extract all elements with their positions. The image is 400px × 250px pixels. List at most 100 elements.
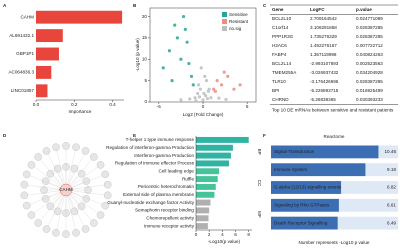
category-label: Regulation of interferon-gamma Productio… <box>106 145 194 150</box>
point <box>226 74 230 78</box>
panel-letter: F <box>263 133 266 138</box>
point <box>173 23 177 27</box>
value-label: 10.46 <box>385 149 397 154</box>
node <box>53 207 62 216</box>
x-axis-label: -Log10(p value) <box>208 239 241 244</box>
node <box>90 219 98 227</box>
value-label: 6.61 <box>387 203 396 208</box>
point <box>199 66 203 70</box>
table-cell: 0.024771089 <box>356 16 383 21</box>
center-node <box>59 183 73 197</box>
node <box>82 195 91 203</box>
edge <box>65 189 108 196</box>
point <box>201 98 205 102</box>
node <box>82 177 91 185</box>
table-cell: 0.028387285 <box>356 34 383 39</box>
table-cell: PPP1R3G <box>272 34 294 39</box>
table-cell: TMEM255A <box>272 70 297 75</box>
point <box>187 61 191 66</box>
point <box>179 98 183 102</box>
table-cell: -3.026937432 <box>310 70 339 75</box>
panel-letter: A <box>3 3 7 8</box>
table-cell: 1.492276167 <box>310 43 337 48</box>
category-label: Immune System <box>274 167 307 172</box>
point <box>196 91 200 96</box>
bar <box>271 198 339 212</box>
point <box>197 95 202 99</box>
edge <box>65 150 86 191</box>
value-label: 6.82 <box>387 185 396 190</box>
edge <box>55 147 67 191</box>
legend-swatch <box>222 12 227 17</box>
bar <box>271 163 366 177</box>
legend-label: Sensitive <box>229 12 248 17</box>
node <box>70 164 79 173</box>
column-header: p.value <box>356 7 372 12</box>
table-cell: 0.034204928 <box>356 70 383 75</box>
category-label: Guanyl-nucleotide exchange factor Activi… <box>107 200 194 205</box>
x-axis-label: Log2 (Fold Change) <box>183 112 224 117</box>
table-cell: FABP4 <box>272 52 287 57</box>
point <box>204 79 209 83</box>
category-label: AC064836.3 <box>8 70 34 75</box>
edge <box>65 189 106 206</box>
node <box>96 211 105 219</box>
node <box>27 161 36 169</box>
category-label: Immune receptor activity <box>144 223 195 228</box>
panel-letter: B <box>133 3 137 8</box>
point <box>203 74 207 78</box>
bar <box>36 29 63 43</box>
edge <box>24 184 67 191</box>
table-cell: 3.106291858 <box>310 25 337 30</box>
x-tick-label: 8 <box>247 232 250 237</box>
edge <box>65 189 86 230</box>
edge <box>26 174 67 191</box>
x-tick-label: 0.0 <box>33 102 40 107</box>
bar <box>196 191 215 198</box>
bar <box>196 136 249 143</box>
bar <box>36 84 48 98</box>
node <box>72 143 80 151</box>
table-cell: 0.002523563 <box>356 61 383 66</box>
bar <box>196 152 231 159</box>
edge <box>31 164 67 191</box>
table-cell: TLR10 <box>272 79 286 84</box>
node <box>53 164 62 173</box>
bar <box>36 47 59 61</box>
point <box>217 96 221 100</box>
edge <box>65 174 106 191</box>
node <box>96 161 105 169</box>
bar <box>196 183 216 190</box>
category-label: T-helper 1 type immune response <box>126 137 195 142</box>
y-tick-label: 10 <box>142 56 148 61</box>
node <box>90 153 98 161</box>
x-tick-label: 0 <box>202 104 205 109</box>
caption: Number represents -Log10 p value <box>299 240 370 245</box>
edge <box>65 184 108 191</box>
table-cell: -2.993107893 <box>310 61 339 66</box>
bar <box>196 168 220 175</box>
node <box>81 225 90 233</box>
table-cell: BCL2L10 <box>272 16 292 21</box>
node <box>41 195 50 203</box>
x-tick-label: 0 <box>195 232 198 237</box>
category-label: Interferon-gamma Production <box>134 153 194 158</box>
edge <box>31 189 67 216</box>
category-label: Death Receptor Signalling <box>274 220 328 225</box>
point <box>188 97 192 101</box>
point <box>215 79 219 83</box>
node <box>62 230 70 238</box>
category-label: LINC01857 <box>11 88 35 93</box>
node <box>22 201 31 210</box>
node <box>41 177 50 185</box>
point <box>181 14 186 19</box>
chart-title: Reactome <box>324 134 345 139</box>
node <box>103 191 112 200</box>
category-label: Cell leading edge <box>158 168 194 173</box>
bar <box>196 199 211 206</box>
edge <box>65 189 101 216</box>
point <box>222 70 226 74</box>
node <box>42 225 51 233</box>
y-tick-label: 0 <box>144 99 147 104</box>
value-label: 6.49 <box>387 220 396 225</box>
